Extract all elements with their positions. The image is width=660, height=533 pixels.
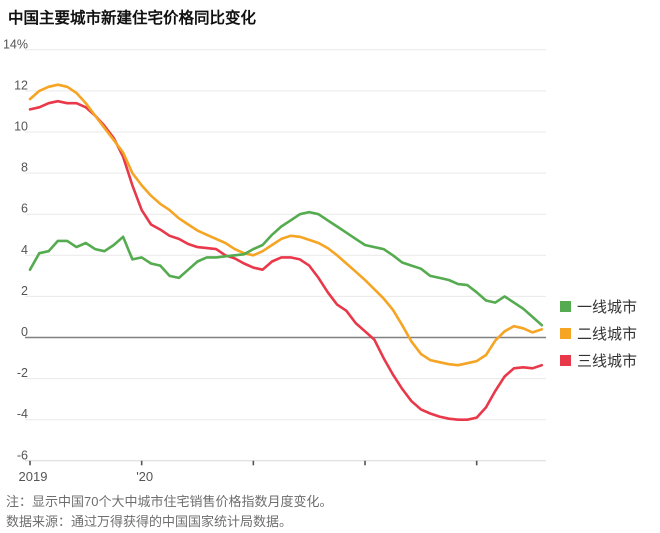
- legend-label-tier3: 三线城市: [577, 352, 638, 370]
- legend-swatch-tier3-icon: [560, 354, 571, 366]
- y-axis-label-14: 14%: [3, 37, 28, 51]
- legend-item-tier2: 二线城市: [560, 324, 638, 343]
- legend-label-tier1: 一线城市: [577, 298, 638, 316]
- x-axis-label-20: '20: [136, 469, 153, 484]
- series-line-3: [28, 99, 544, 422]
- y-axis-label--6: -6: [17, 448, 28, 462]
- y-axis-label-10: 10: [14, 120, 28, 134]
- y-axis-label--2: -2: [17, 366, 28, 380]
- chart-source: 数据来源：通过万得获得的中国国家统计局数据。: [6, 514, 293, 529]
- y-axis-label-6: 6: [21, 202, 28, 216]
- legend-item-tier1: 一线城市: [560, 297, 638, 316]
- legend-swatch-tier1-icon: [560, 300, 571, 312]
- y-axis-label--4: -4: [17, 407, 28, 421]
- series-line-1: [28, 210, 544, 327]
- legend-label-tier2: 二线城市: [577, 325, 638, 343]
- y-axis-label-12: 12: [14, 78, 28, 92]
- legend: 一线城市 二线城市 三线城市: [560, 297, 637, 378]
- y-axis-label-2: 2: [21, 284, 28, 298]
- legend-item-tier3: 三线城市: [560, 351, 638, 370]
- series-line-2: [28, 83, 544, 367]
- chart-title: 中国主要城市新建住宅价格同比变化: [8, 10, 257, 27]
- legend-swatch-tier2-icon: [560, 327, 571, 339]
- chart-note: 注：显示中国70个大中城市住宅销售价格指数月度变化。: [6, 494, 333, 509]
- x-axis-label-2019: 2019: [19, 469, 48, 484]
- y-axis-label-4: 4: [21, 243, 28, 257]
- y-axis-label-8: 8: [21, 161, 28, 175]
- y-axis-label-0: 0: [21, 325, 28, 339]
